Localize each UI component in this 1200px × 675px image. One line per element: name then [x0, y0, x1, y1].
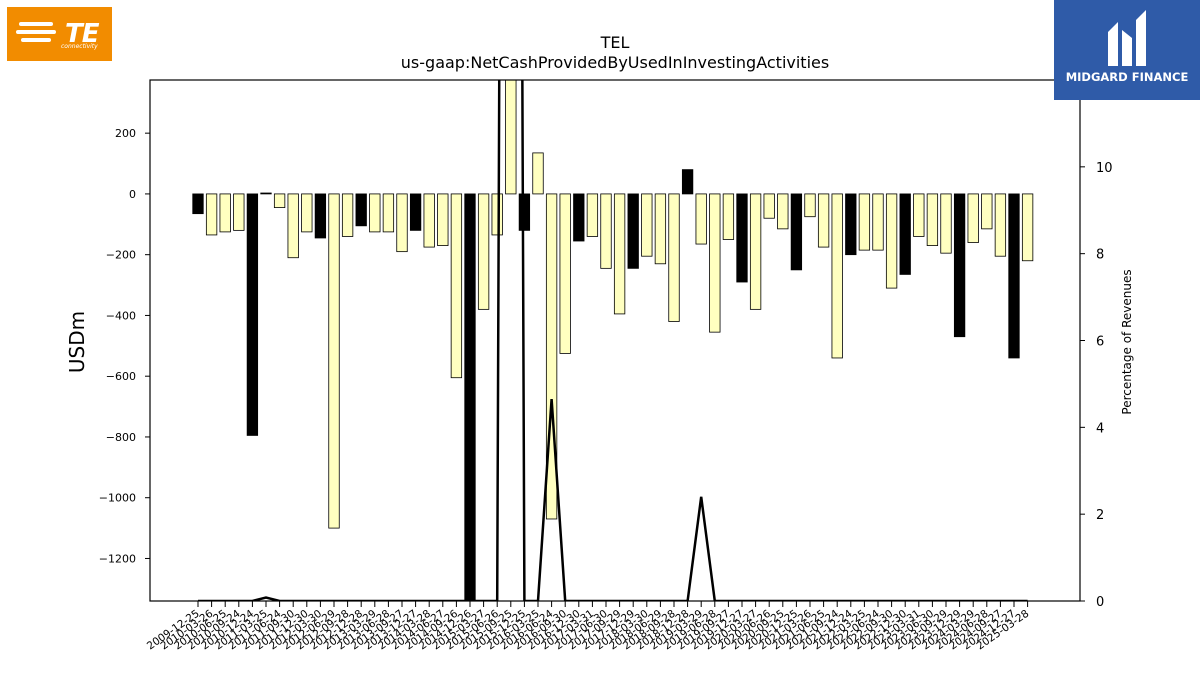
bar: [396, 193, 408, 253]
bars-group: [192, 80, 1034, 601]
bar: [1021, 193, 1034, 262]
chart-title: TEL: [600, 33, 630, 52]
y-tick-label: −800: [106, 431, 136, 444]
bar: [913, 193, 925, 237]
bar: [817, 193, 830, 248]
bar: [872, 193, 884, 251]
bar: [858, 193, 871, 251]
pct-line-group: [198, 80, 1028, 601]
bar: [246, 193, 259, 436]
bar: [586, 193, 599, 237]
bar: [464, 193, 476, 601]
y2-tick-label: 2: [1096, 508, 1104, 523]
chart-subtitle: us-gaap:NetCashProvidedByUsedInInvesting…: [401, 53, 829, 72]
y-tick-label: 200: [115, 127, 136, 140]
bar: [790, 193, 803, 271]
bar: [831, 193, 843, 359]
bar: [613, 193, 626, 315]
y-tick-label: −1000: [99, 492, 136, 505]
bar: [668, 193, 680, 322]
bar: [545, 193, 558, 520]
bar: [885, 193, 898, 289]
bar: [273, 193, 286, 208]
bar: [953, 193, 966, 338]
y2-tick-label: 8: [1096, 248, 1104, 263]
y2-tick-label: 4: [1096, 421, 1104, 436]
bar: [845, 193, 857, 256]
y-axis-label: USDm: [65, 311, 89, 373]
bar: [627, 193, 639, 269]
y2-axis-label: Percentage of Revenues: [1120, 269, 1134, 414]
midgard-finance-logo: MIDGARD FINANCE: [1054, 0, 1200, 100]
bar: [722, 193, 735, 240]
bar: [369, 193, 381, 233]
bar: [355, 193, 367, 227]
bar: [926, 193, 939, 246]
bar: [205, 193, 218, 236]
y-tick-label: −400: [106, 309, 136, 322]
bar: [505, 80, 517, 195]
pct-line: [198, 80, 1028, 601]
y2-tick-label: 10: [1096, 161, 1113, 176]
bar: [654, 193, 667, 265]
midgard-brand-text: MIDGARD FINANCE: [1065, 70, 1189, 84]
bar: [233, 193, 245, 231]
bar: [736, 193, 748, 283]
y2-tick-label: 0: [1096, 595, 1104, 610]
te-brand-text: TE: [65, 19, 99, 49]
bar: [749, 193, 762, 310]
bar: [287, 193, 299, 259]
bar: [899, 193, 911, 275]
bar: [559, 193, 571, 354]
bar: [1008, 193, 1020, 359]
plot-frame: [149, 79, 1081, 602]
bar: [681, 169, 694, 195]
bar: [518, 193, 531, 231]
bar: [382, 193, 395, 233]
y-tick-label: −600: [106, 370, 136, 383]
bar: [994, 193, 1007, 257]
y-tick-label: 0: [129, 188, 136, 201]
bar: [695, 193, 707, 245]
axes-group: 2000−200−400−600−800−1000−12000246810122…: [99, 74, 1113, 652]
bar: [967, 193, 979, 243]
bar: [409, 193, 422, 231]
bar: [940, 193, 952, 254]
bar: [641, 193, 653, 257]
bar: [532, 152, 544, 195]
bar: [450, 193, 463, 379]
bar: [301, 193, 313, 233]
bar: [219, 193, 231, 233]
bar: [328, 193, 340, 529]
bar: [491, 193, 503, 236]
bar: [423, 193, 435, 248]
y-tick-label: −1200: [99, 552, 136, 565]
bar: [763, 193, 775, 219]
bar: [314, 193, 327, 239]
y2-tick-label: 6: [1096, 335, 1104, 350]
bar: [573, 193, 585, 242]
bar: [981, 193, 993, 230]
bar: [437, 193, 449, 246]
bar: [709, 193, 721, 333]
y-tick-label: −200: [106, 249, 136, 262]
bar: [600, 193, 612, 269]
bar: [477, 193, 490, 310]
te-brand-sub: connectivity: [61, 43, 98, 50]
bar: [804, 193, 816, 218]
bar: [260, 192, 272, 195]
midgard-m-icon: [1108, 10, 1146, 66]
bar: [777, 193, 789, 230]
bar: [192, 193, 204, 215]
te-connectivity-logo: TE connectivity: [7, 7, 112, 61]
bar: [341, 193, 354, 237]
